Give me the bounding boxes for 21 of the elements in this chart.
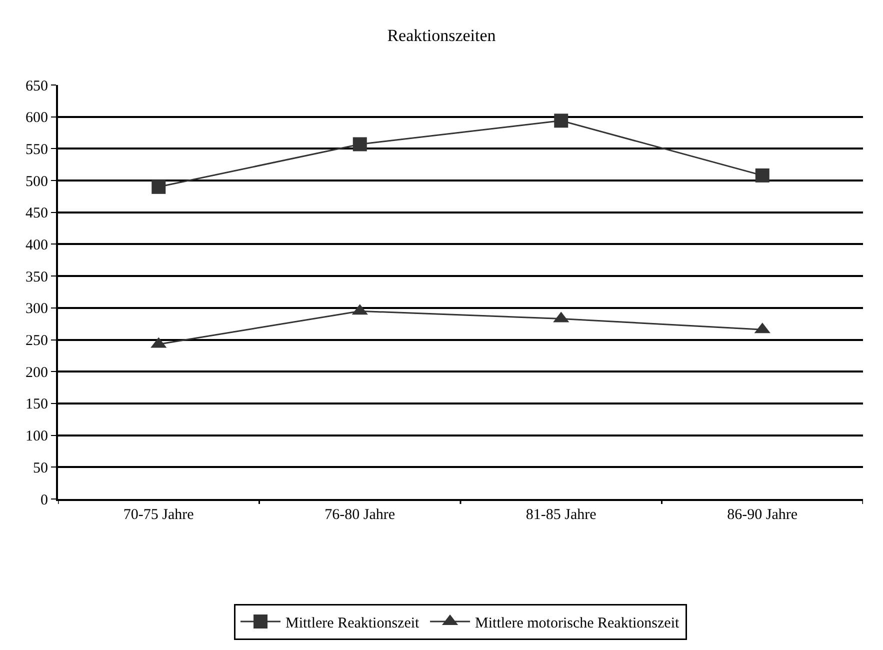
y-tick-label: 400 [26,237,48,254]
y-tick-label: 350 [26,269,48,286]
y-tick-label: 50 [33,460,48,476]
y-tick-label: 250 [26,333,48,350]
chart-title: Reaktionszeiten [387,26,496,46]
y-tick-label: 300 [26,301,48,318]
legend-label: Mittlere Reaktionszeit [286,615,420,632]
y-tick-label: 500 [26,174,48,190]
legend-label: Mittlere motorische Reaktionszeit [475,615,680,632]
y-tick-label: 450 [26,206,48,222]
y-tick-label: 600 [26,110,48,126]
y-tick-label: 100 [26,428,48,445]
x-tick-label: 70-75 Jahre [123,506,194,523]
x-tick-label: 86-90 Jahre [727,506,798,523]
y-tick-label: 200 [26,364,48,381]
y-tick-label: 0 [40,492,48,508]
y-tick-label: 150 [26,396,48,413]
x-tick-label: 81-85 Jahre [526,506,597,523]
y-tick-label: 650 [26,78,48,94]
y-tick-label: 550 [26,142,48,158]
x-tick-label: 76-80 Jahre [324,506,396,523]
